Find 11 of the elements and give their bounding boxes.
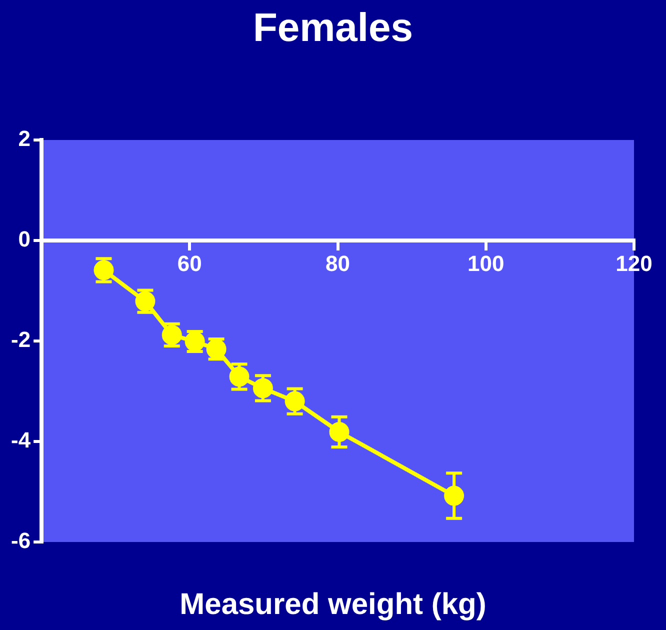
y-tick-label: 2	[18, 126, 31, 152]
y-tick-label: 0	[18, 226, 31, 252]
x-axis-title: Measured weight (kg)	[178, 588, 488, 622]
x-tick-label: 100	[468, 250, 504, 276]
x-tick-label: 80	[326, 250, 350, 276]
y-tick-label: -4	[11, 428, 32, 453]
x-tick-label: 120	[616, 250, 652, 276]
y-tick-label: -2	[11, 327, 31, 352]
x-tick-label: 60	[177, 250, 202, 276]
y-tick-label: -6	[11, 528, 31, 554]
chart-title: Females	[252, 6, 414, 51]
